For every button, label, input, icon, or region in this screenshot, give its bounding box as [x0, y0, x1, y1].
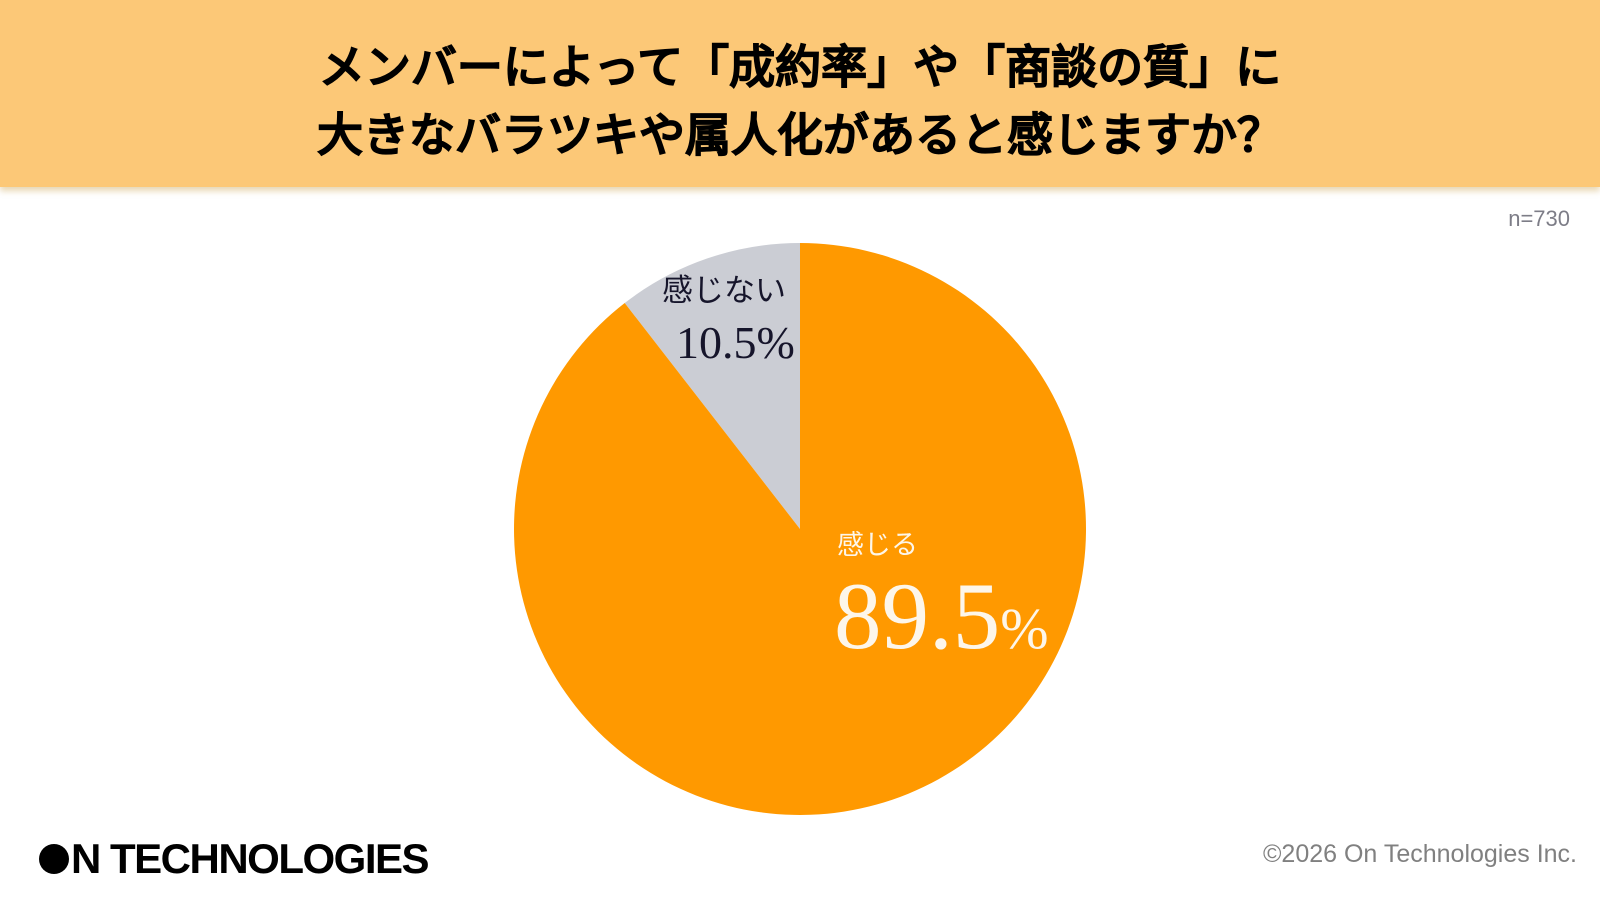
svg-text:10.5%: 10.5%	[676, 317, 795, 368]
svg-text:感じる: 感じる	[837, 530, 918, 560]
svg-text:感じない: 感じない	[662, 273, 786, 308]
